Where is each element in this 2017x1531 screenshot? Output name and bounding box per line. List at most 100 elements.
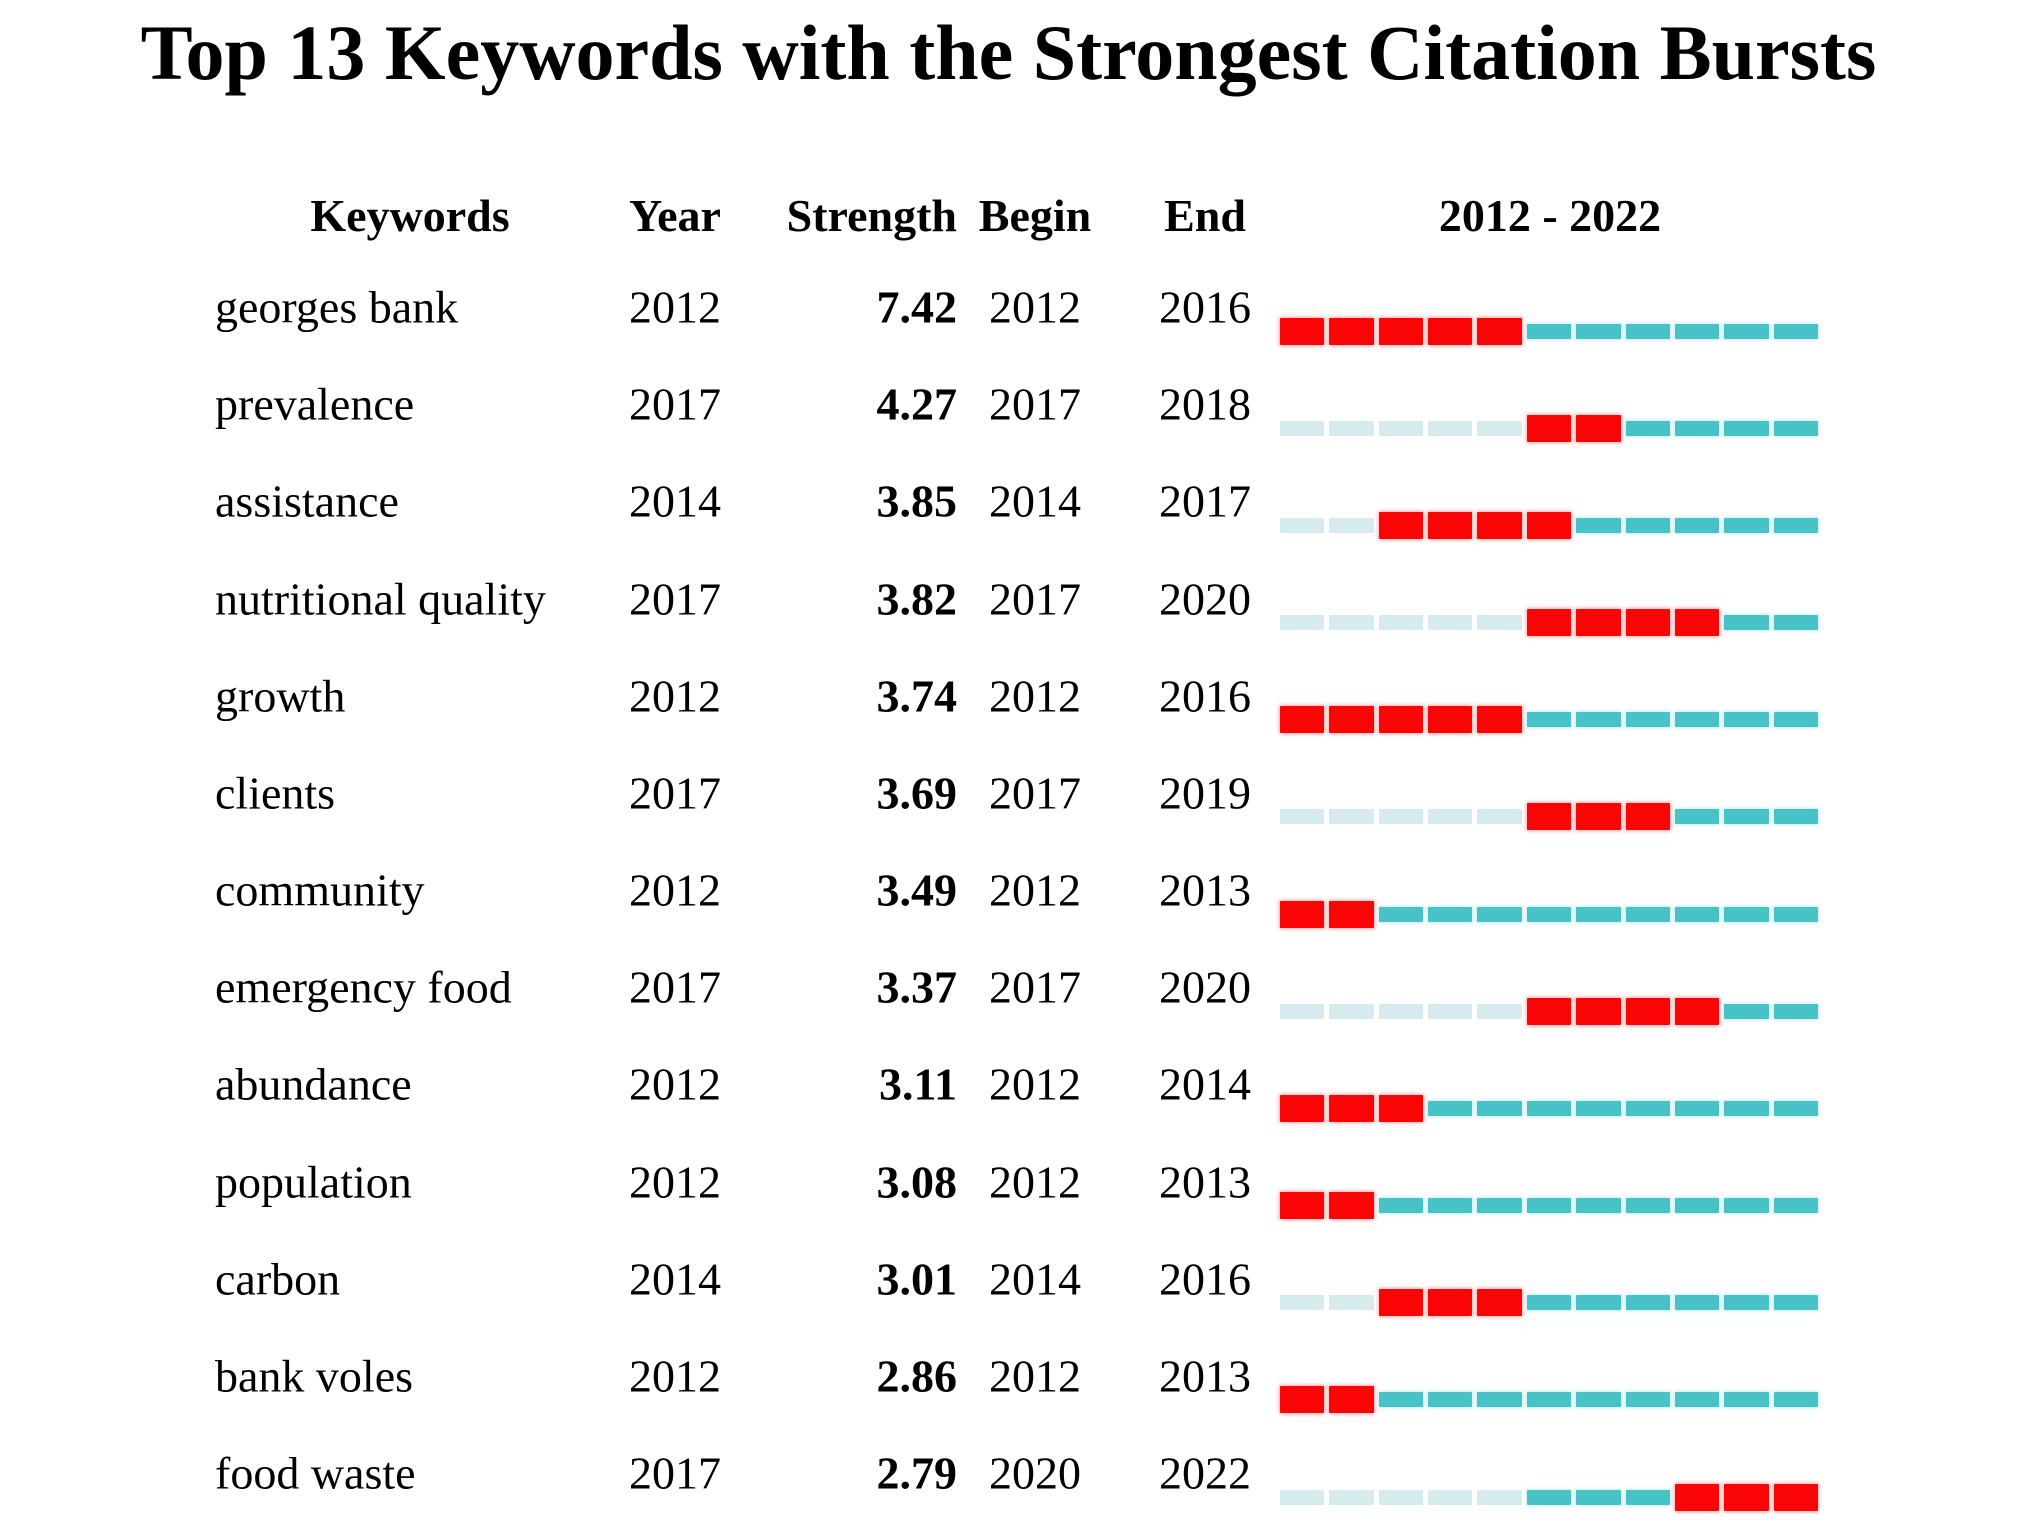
timeline-segment-2017 — [1526, 323, 1572, 339]
timeline-segment-2021 — [1724, 1198, 1769, 1214]
timeline-segment-2012 — [1280, 615, 1325, 630]
strength-cell: 3.74 — [876, 670, 958, 722]
timeline-segment-2017 — [1526, 511, 1572, 539]
timeline-segment-2014 — [1378, 511, 1424, 539]
year-cell: 2014 — [629, 1253, 721, 1305]
table-row: abundance 2012 3.11 2012 2014 — [0, 1048, 2017, 1145]
timeline-segment-2015 — [1428, 615, 1473, 630]
timeline-segment-2015 — [1428, 809, 1473, 825]
timeline-segment-2019 — [1625, 712, 1670, 728]
timeline-segment-2022 — [1773, 1483, 1818, 1511]
timeline-segment-2022 — [1773, 1295, 1818, 1311]
timeline-segment-2019 — [1625, 997, 1670, 1025]
year-cell: 2017 — [629, 1447, 721, 1499]
end-cell: 2013 — [1159, 1156, 1251, 1208]
timeline-segment-2019 — [1625, 1392, 1670, 1408]
timeline-segment-2017 — [1526, 803, 1572, 831]
timeline-segment-2020 — [1674, 712, 1720, 728]
table-row: growth 2012 3.74 2012 2016 — [0, 659, 2017, 756]
timeline-segment-2015 — [1428, 1003, 1473, 1019]
timeline-segment-2022 — [1773, 1392, 1818, 1408]
end-cell: 2016 — [1159, 1253, 1251, 1305]
timeline-segment-2018 — [1576, 1198, 1621, 1214]
strength-cell: 3.11 — [879, 1058, 957, 1110]
timeline-segment-2014 — [1378, 1392, 1424, 1408]
timeline-segment-2012 — [1280, 1003, 1325, 1019]
timeline-segment-2015 — [1428, 317, 1473, 345]
timeline-segment-2022 — [1773, 1198, 1818, 1214]
timeline-segment-2013 — [1329, 809, 1374, 825]
timeline-segment-2018 — [1576, 609, 1621, 636]
timeline-segment-2022 — [1773, 323, 1818, 339]
year-cell: 2017 — [629, 378, 721, 430]
end-cell: 2013 — [1159, 864, 1251, 916]
timeline-segment-2019 — [1625, 323, 1670, 339]
timeline-segment-2015 — [1428, 1392, 1473, 1408]
timeline-segment-2022 — [1773, 1100, 1818, 1116]
keyword-cell: assistance — [215, 475, 399, 527]
burst-timeline-bar — [1280, 608, 1818, 638]
timeline-segment-2015 — [1428, 906, 1473, 922]
timeline-segment-2013 — [1329, 1489, 1374, 1505]
timeline-segment-2022 — [1773, 517, 1818, 533]
timeline-segment-2015 — [1428, 420, 1473, 436]
burst-timeline-bar — [1280, 1093, 1818, 1123]
timeline-segment-2012 — [1280, 420, 1325, 436]
header-strength: Strength — [786, 190, 957, 241]
timeline-segment-2018 — [1576, 1392, 1621, 1408]
strength-cell: 3.01 — [876, 1253, 958, 1305]
timeline-segment-2020 — [1674, 323, 1720, 339]
timeline-segment-2016 — [1477, 1489, 1522, 1505]
timeline-segment-2013 — [1329, 1295, 1374, 1311]
timeline-segment-2017 — [1526, 712, 1572, 728]
end-cell: 2017 — [1159, 475, 1251, 527]
timeline-segment-2017 — [1526, 906, 1572, 922]
timeline-segment-2012 — [1280, 706, 1325, 734]
table-header: Keywords Year Strength Begin End 2012 - … — [0, 186, 2017, 246]
year-cell: 2012 — [629, 1058, 721, 1110]
year-cell: 2012 — [629, 864, 721, 916]
year-cell: 2017 — [629, 961, 721, 1013]
timeline-segment-2014 — [1378, 1489, 1424, 1505]
timeline-segment-2014 — [1378, 1094, 1424, 1122]
header-end: End — [1164, 190, 1246, 241]
timeline-segment-2013 — [1329, 517, 1374, 533]
timeline-segment-2020 — [1674, 1483, 1720, 1511]
timeline-segment-2022 — [1773, 712, 1818, 728]
keyword-cell: community — [215, 864, 425, 916]
end-cell: 2016 — [1159, 670, 1251, 722]
burst-timeline-bar — [1280, 1482, 1818, 1512]
timeline-segment-2017 — [1526, 1100, 1572, 1116]
strength-cell: 3.69 — [876, 767, 958, 819]
begin-cell: 2014 — [989, 475, 1081, 527]
burst-timeline-bar — [1280, 996, 1818, 1026]
end-cell: 2018 — [1159, 378, 1251, 430]
table-row: carbon 2014 3.01 2014 2016 — [0, 1242, 2017, 1339]
timeline-segment-2012 — [1280, 1192, 1325, 1220]
timeline-segment-2017 — [1526, 414, 1572, 442]
keyword-cell: food waste — [215, 1447, 416, 1499]
header-begin: Begin — [978, 190, 1092, 241]
timeline-segment-2013 — [1329, 1094, 1374, 1122]
timeline-segment-2020 — [1674, 1392, 1720, 1408]
timeline-segment-2014 — [1378, 906, 1424, 922]
timeline-segment-2019 — [1625, 517, 1670, 533]
timeline-segment-2019 — [1625, 906, 1670, 922]
begin-cell: 2017 — [989, 378, 1081, 430]
timeline-segment-2018 — [1576, 906, 1621, 922]
timeline-segment-2017 — [1526, 997, 1572, 1025]
table-row: assistance 2014 3.85 2014 2017 — [0, 465, 2017, 562]
begin-cell: 2017 — [989, 767, 1081, 819]
begin-cell: 2012 — [989, 670, 1081, 722]
strength-cell: 3.82 — [876, 573, 958, 624]
timeline-segment-2021 — [1724, 420, 1769, 436]
timeline-segment-2022 — [1773, 615, 1818, 630]
timeline-segment-2015 — [1428, 1289, 1473, 1317]
timeline-segment-2014 — [1378, 1198, 1424, 1214]
burst-timeline-bar — [1280, 1191, 1818, 1221]
header-timeline-period: 2012 - 2022 — [1438, 190, 1662, 241]
timeline-segment-2014 — [1378, 706, 1424, 734]
strength-cell: 3.37 — [876, 961, 958, 1013]
timeline-segment-2022 — [1773, 906, 1818, 922]
timeline-segment-2018 — [1576, 517, 1621, 533]
